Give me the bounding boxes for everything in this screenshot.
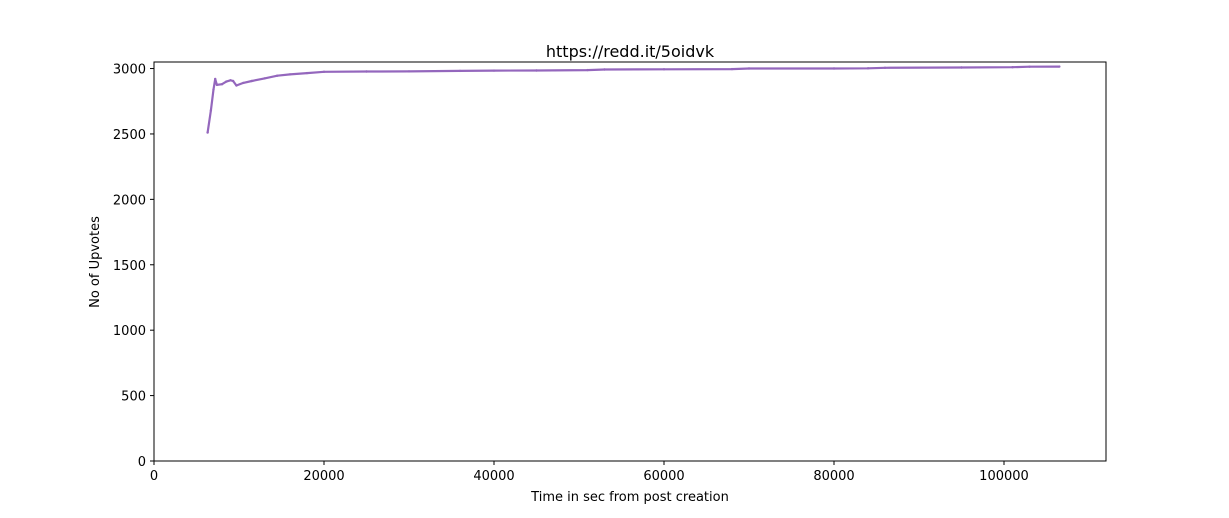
data-point bbox=[209, 109, 213, 112]
data-point bbox=[1028, 65, 1031, 68]
x-tick-label: 100000 bbox=[979, 469, 1029, 484]
data-point bbox=[586, 68, 589, 72]
data-point bbox=[276, 74, 279, 77]
data-point bbox=[225, 80, 228, 83]
x-tick-label: 40000 bbox=[473, 469, 514, 484]
data-point bbox=[535, 69, 538, 72]
data-point bbox=[603, 68, 606, 71]
x-axis-label: Time in sec from post creation bbox=[530, 490, 729, 505]
data-point bbox=[883, 66, 887, 70]
data-point bbox=[305, 71, 309, 75]
data-point bbox=[212, 88, 215, 91]
data-point bbox=[263, 77, 266, 80]
y-tick-label: 2000 bbox=[113, 193, 146, 208]
y-tick-label: 1000 bbox=[113, 324, 146, 339]
plot-area bbox=[206, 65, 1061, 134]
data-point bbox=[960, 66, 963, 69]
x-tick-label: 60000 bbox=[643, 469, 684, 484]
x-tick-label: 20000 bbox=[303, 469, 344, 484]
data-point bbox=[1011, 66, 1014, 69]
series-line bbox=[206, 65, 1060, 133]
data-point bbox=[220, 83, 224, 86]
data-point bbox=[747, 67, 751, 70]
y-tick-label: 2500 bbox=[113, 128, 146, 143]
data-point bbox=[458, 69, 462, 73]
data-point bbox=[492, 69, 496, 72]
y-tick-label: 0 bbox=[138, 455, 146, 470]
y-tick-label: 500 bbox=[121, 390, 146, 405]
chart-title: https://redd.it/5oidvk bbox=[546, 42, 715, 61]
data-point bbox=[242, 81, 245, 85]
data-point bbox=[215, 83, 219, 87]
x-tick-label: 80000 bbox=[813, 469, 854, 484]
data-point bbox=[730, 67, 734, 71]
data-point bbox=[214, 77, 217, 81]
data-point bbox=[322, 70, 326, 74]
data-point bbox=[365, 70, 368, 73]
y-tick-label: 3000 bbox=[113, 63, 146, 78]
axes-frame bbox=[153, 61, 1107, 462]
x-axis: 0 20000 40000 60000 80000 100000 bbox=[150, 461, 1029, 484]
data-point bbox=[288, 73, 292, 76]
data-point bbox=[231, 79, 235, 83]
data-point bbox=[235, 84, 238, 87]
y-tick-label: 1500 bbox=[113, 259, 146, 274]
data-point bbox=[662, 68, 666, 71]
data-point bbox=[206, 131, 209, 134]
data-point bbox=[407, 70, 411, 73]
x-tick-label: 0 bbox=[150, 469, 158, 484]
data-point bbox=[1058, 65, 1061, 68]
data-point bbox=[866, 67, 870, 70]
y-axis: 0 500 1000 1500 2000 2500 3000 bbox=[113, 63, 154, 470]
data-point bbox=[229, 79, 232, 82]
y-axis-label: No of Upvotes bbox=[88, 216, 103, 308]
data-point bbox=[250, 79, 253, 83]
data-point bbox=[832, 67, 836, 70]
